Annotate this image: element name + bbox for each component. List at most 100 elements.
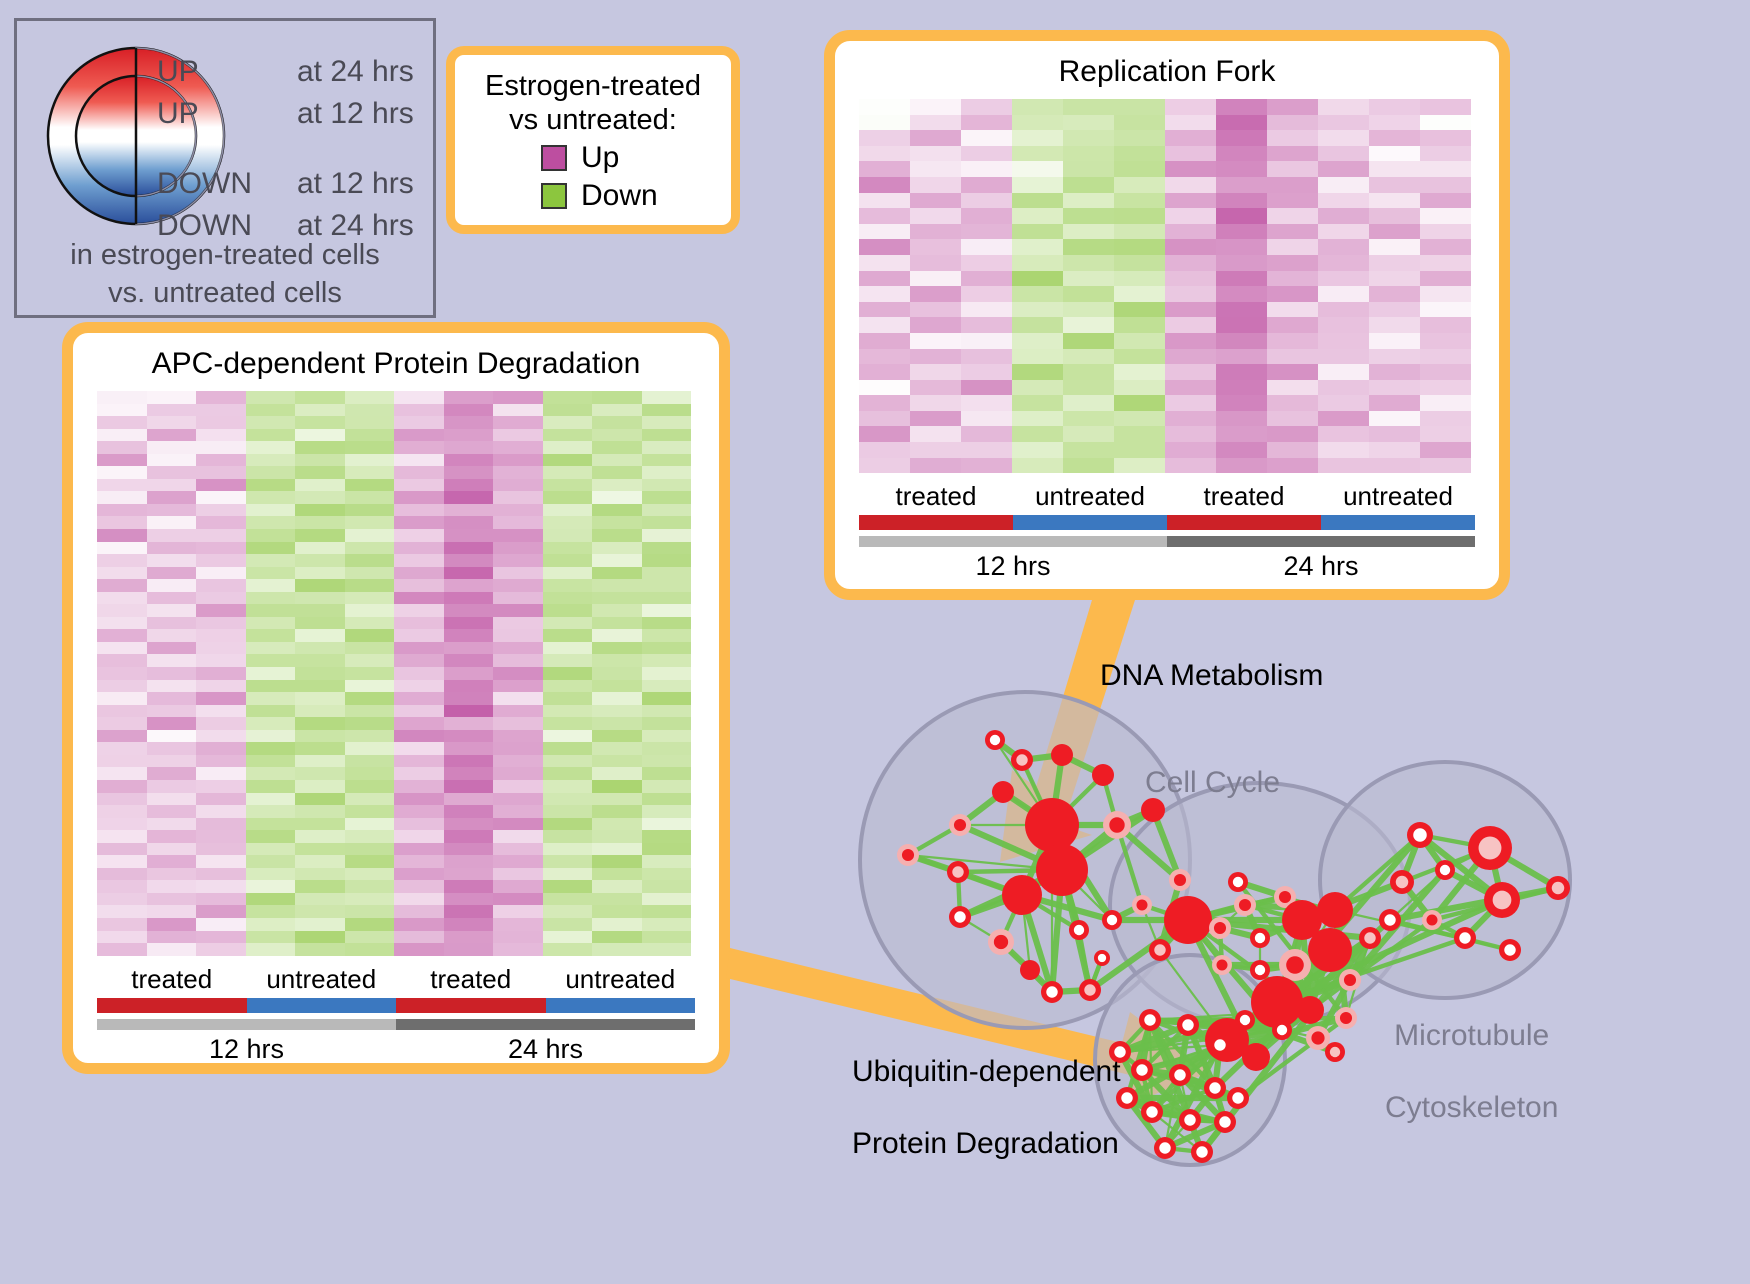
panel-apc-degradation: APC-dependent Protein Degradation treate…: [62, 322, 730, 1074]
heatmap-cell: [443, 629, 493, 642]
time-group-labels: 12 hrs 24 hrs: [859, 551, 1475, 582]
network-node[interactable]: [1169, 1064, 1191, 1086]
network-node[interactable]: [1191, 1141, 1213, 1163]
network-node[interactable]: [1250, 960, 1270, 980]
network-node[interactable]: [1204, 1077, 1226, 1099]
network-node[interactable]: [1379, 909, 1401, 931]
network-node[interactable]: [1103, 811, 1131, 839]
heatmap-cell: [196, 917, 246, 931]
network-node[interactable]: [1212, 955, 1232, 975]
network-node[interactable]: [1308, 928, 1352, 972]
network-node[interactable]: [1116, 1087, 1138, 1109]
network-node[interactable]: [985, 730, 1005, 750]
network-node[interactable]: [1296, 996, 1324, 1024]
network-node[interactable]: [1094, 950, 1110, 966]
network-node[interactable]: [1407, 822, 1433, 848]
network-node[interactable]: [1025, 798, 1079, 852]
network-node[interactable]: [1209, 917, 1231, 939]
heatmap-cell: [542, 805, 592, 818]
network-node[interactable]: [949, 906, 971, 928]
network-node[interactable]: [1002, 875, 1042, 915]
heatmap-cell: [245, 779, 295, 793]
heatmap-cell: [1369, 395, 1420, 411]
heatmap-cell: [641, 541, 691, 555]
network-node[interactable]: [1468, 826, 1512, 870]
node-core: [989, 734, 1001, 746]
network-node[interactable]: [1228, 872, 1248, 892]
network-node[interactable]: [1454, 927, 1476, 949]
network-node[interactable]: [1164, 896, 1212, 944]
network-node[interactable]: [1141, 798, 1165, 822]
heatmap-cell: [196, 905, 246, 918]
network-node[interactable]: [1242, 1043, 1270, 1071]
heatmap-cell: [961, 239, 1012, 255]
network-node[interactable]: [1325, 1042, 1345, 1062]
heatmap-cell: [97, 428, 147, 442]
network-node[interactable]: [1335, 1007, 1357, 1029]
network-node[interactable]: [1179, 1109, 1201, 1131]
network-node[interactable]: [1234, 894, 1256, 916]
network-node[interactable]: [897, 844, 919, 866]
heatmap-cell: [1420, 176, 1471, 193]
network-node[interactable]: [1306, 1026, 1330, 1050]
network-node[interactable]: [1069, 920, 1089, 940]
sample-group-labels: treated untreated treated untreated: [859, 481, 1475, 512]
network-node[interactable]: [949, 814, 971, 836]
network-node[interactable]: [1390, 870, 1414, 894]
network-node[interactable]: [1020, 960, 1040, 980]
network-node[interactable]: [1139, 1009, 1161, 1031]
network-node[interactable]: [1149, 939, 1171, 961]
network-node[interactable]: [1272, 1020, 1292, 1040]
network-node[interactable]: [1036, 844, 1088, 896]
network-node[interactable]: [1011, 749, 1033, 771]
network-node[interactable]: [1141, 1101, 1163, 1123]
network-node[interactable]: [1102, 910, 1122, 930]
network-node[interactable]: [1209, 1034, 1231, 1056]
network-node[interactable]: [992, 781, 1014, 803]
network-node[interactable]: [1435, 860, 1455, 880]
network-node[interactable]: [1109, 1041, 1131, 1063]
node-core: [1182, 1019, 1194, 1031]
network-node[interactable]: [1214, 1111, 1236, 1133]
heatmap-cell: [493, 428, 543, 442]
network-node[interactable]: [947, 861, 969, 883]
node-core: [1238, 898, 1252, 912]
network-node[interactable]: [1279, 949, 1311, 981]
heatmap-cell: [1114, 379, 1165, 396]
heatmap-cell: [344, 704, 394, 718]
network-node[interactable]: [1282, 900, 1322, 940]
heatmap-cell: [641, 917, 691, 931]
network-node[interactable]: [1051, 744, 1073, 766]
legend-item-up: Up: [541, 141, 731, 175]
network-node[interactable]: [1132, 895, 1152, 915]
network-node[interactable]: [1227, 1087, 1249, 1109]
network-node[interactable]: [1274, 886, 1296, 908]
network-node[interactable]: [1041, 981, 1063, 1003]
node-core: [1232, 876, 1244, 888]
network-node[interactable]: [1422, 910, 1442, 930]
heatmap-cell: [1114, 410, 1165, 427]
network-node[interactable]: [1546, 876, 1570, 900]
node-core: [952, 866, 964, 878]
network-node[interactable]: [1169, 869, 1191, 891]
heatmap-cell: [1165, 410, 1216, 427]
network-node[interactable]: [1317, 892, 1353, 928]
network-node[interactable]: [1154, 1137, 1176, 1159]
network-node[interactable]: [1177, 1014, 1199, 1036]
heatmap-cell: [592, 478, 642, 492]
network-node[interactable]: [988, 929, 1014, 955]
node-core: [1459, 932, 1471, 944]
heatmap-cell: [1369, 239, 1420, 255]
heatmap-cell: [1369, 317, 1420, 333]
network-node[interactable]: [1092, 764, 1114, 786]
network-node[interactable]: [1131, 1059, 1153, 1081]
network-node[interactable]: [1339, 969, 1361, 991]
network-node[interactable]: [1499, 939, 1521, 961]
node-core: [1339, 1011, 1353, 1025]
network-node[interactable]: [1359, 927, 1381, 949]
network-node[interactable]: [1251, 976, 1303, 1028]
network-node[interactable]: [1079, 979, 1101, 1001]
network-node[interactable]: [1484, 882, 1520, 918]
network-node[interactable]: [1250, 928, 1270, 948]
heatmap-cell: [97, 754, 147, 768]
